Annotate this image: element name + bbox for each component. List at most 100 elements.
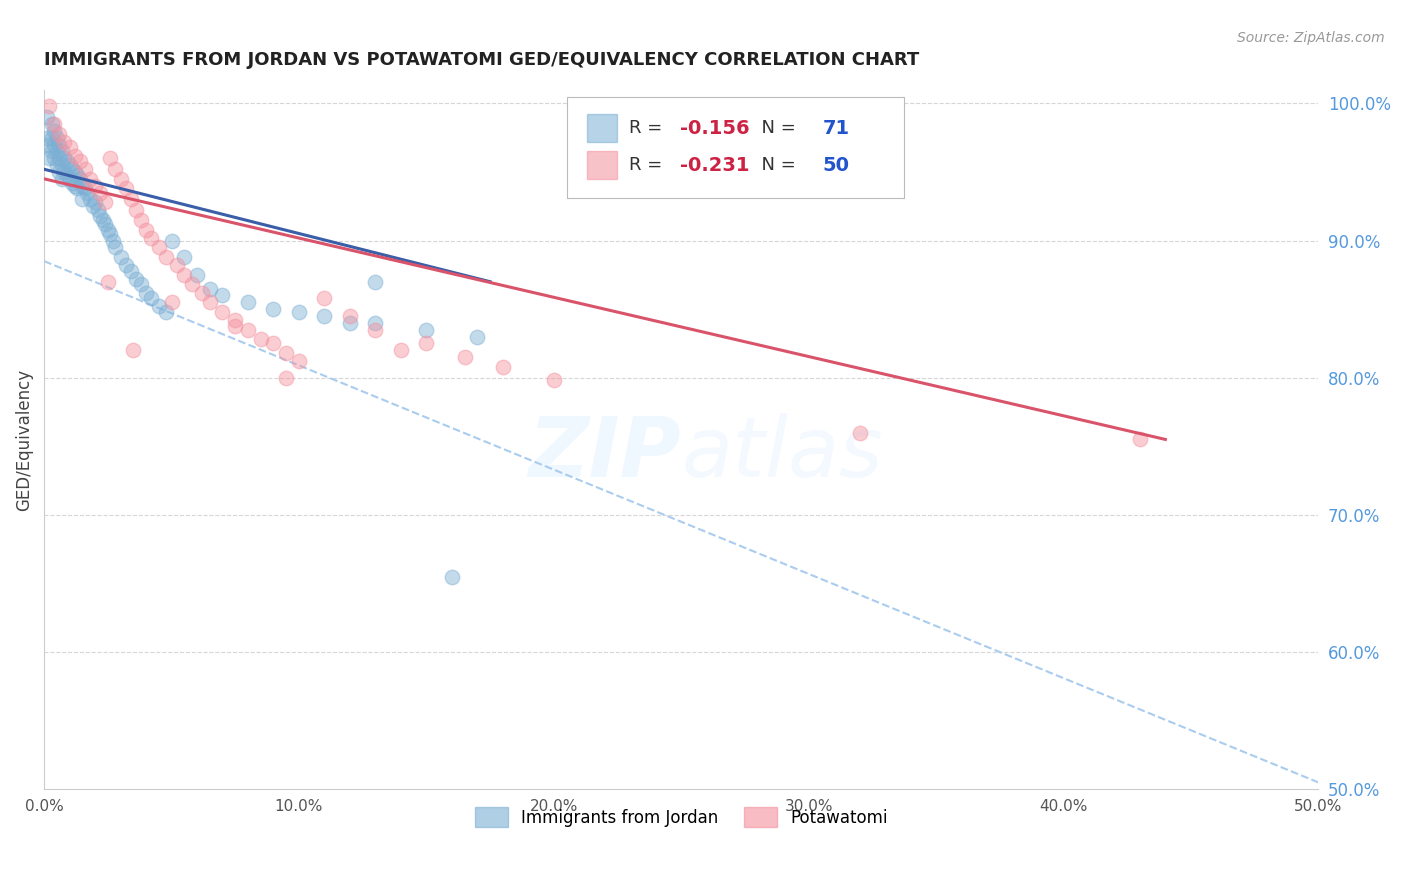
Point <box>186 268 208 282</box>
Point <box>48 151 70 165</box>
Point <box>129 277 152 292</box>
FancyBboxPatch shape <box>586 114 617 142</box>
Legend: Immigrants from Jordan, Potawatomi: Immigrants from Jordan, Potawatomi <box>468 801 894 833</box>
Point <box>198 295 221 310</box>
Point <box>236 323 259 337</box>
Point <box>41 130 63 145</box>
Point <box>58 171 80 186</box>
Point <box>173 250 195 264</box>
FancyBboxPatch shape <box>586 152 617 179</box>
Point <box>53 151 76 165</box>
Point <box>56 153 79 168</box>
Point <box>166 258 188 272</box>
Point <box>63 148 86 162</box>
Point <box>89 209 111 223</box>
Point <box>339 316 361 330</box>
Point <box>114 181 136 195</box>
Point <box>139 231 162 245</box>
Point <box>314 291 336 305</box>
Point <box>314 309 336 323</box>
Text: N =: N = <box>749 156 801 174</box>
Point <box>415 323 437 337</box>
Point <box>276 370 298 384</box>
Point <box>79 193 101 207</box>
Point <box>120 193 142 207</box>
Point <box>1129 433 1152 447</box>
Point <box>82 199 104 213</box>
FancyBboxPatch shape <box>567 96 904 198</box>
Point <box>60 162 83 177</box>
Point <box>97 275 120 289</box>
Point <box>191 285 214 300</box>
Point <box>440 569 463 583</box>
Point <box>48 137 70 152</box>
Point <box>51 145 73 159</box>
Point <box>135 222 157 236</box>
Point <box>122 343 145 358</box>
Point <box>41 117 63 131</box>
Point <box>48 165 70 179</box>
Point <box>173 268 195 282</box>
Point <box>66 168 89 182</box>
Point <box>848 425 870 440</box>
Text: ZIP: ZIP <box>529 413 681 494</box>
Point <box>76 186 98 200</box>
Point <box>73 181 96 195</box>
Y-axis label: GED/Equivalency: GED/Equivalency <box>15 368 32 510</box>
Point <box>45 158 67 172</box>
Point <box>79 171 101 186</box>
Point <box>97 222 120 236</box>
Point <box>91 213 114 227</box>
Point <box>45 145 67 159</box>
Text: R =: R = <box>628 120 668 137</box>
Point <box>89 186 111 200</box>
Point <box>155 250 177 264</box>
Point <box>101 234 124 248</box>
Point <box>84 195 107 210</box>
Text: R =: R = <box>628 156 668 174</box>
Text: atlas: atlas <box>681 413 883 494</box>
Point <box>44 137 66 152</box>
Point <box>180 277 202 292</box>
Point <box>129 213 152 227</box>
Point <box>276 346 298 360</box>
Text: IMMIGRANTS FROM JORDAN VS POTAWATOMI GED/EQUIVALENCY CORRELATION CHART: IMMIGRANTS FROM JORDAN VS POTAWATOMI GED… <box>44 51 920 69</box>
Point <box>41 145 63 159</box>
Point <box>73 162 96 177</box>
Point <box>94 195 117 210</box>
Point <box>38 137 60 152</box>
Text: -0.156: -0.156 <box>681 119 749 137</box>
Point <box>125 272 148 286</box>
Point <box>415 336 437 351</box>
Point <box>86 203 108 218</box>
Text: 50: 50 <box>823 156 849 175</box>
Point <box>148 240 170 254</box>
Point <box>48 127 70 141</box>
Text: -0.231: -0.231 <box>681 156 749 175</box>
Text: 71: 71 <box>823 119 849 137</box>
Point <box>53 135 76 149</box>
Point <box>465 329 488 343</box>
Point <box>94 217 117 231</box>
Point <box>60 176 83 190</box>
Point <box>51 158 73 172</box>
Point <box>160 295 183 310</box>
Point <box>98 227 121 241</box>
Point <box>139 291 162 305</box>
Point <box>98 151 121 165</box>
Point <box>224 313 246 327</box>
Point <box>110 250 132 264</box>
Point <box>104 240 127 254</box>
Point <box>148 299 170 313</box>
Point <box>389 343 412 358</box>
Point <box>56 168 79 182</box>
Point <box>262 336 284 351</box>
Text: N =: N = <box>749 120 801 137</box>
Point <box>38 151 60 165</box>
Point <box>364 323 387 337</box>
Point <box>224 318 246 333</box>
Point <box>364 316 387 330</box>
Point <box>135 285 157 300</box>
Point <box>543 374 565 388</box>
Point <box>114 258 136 272</box>
